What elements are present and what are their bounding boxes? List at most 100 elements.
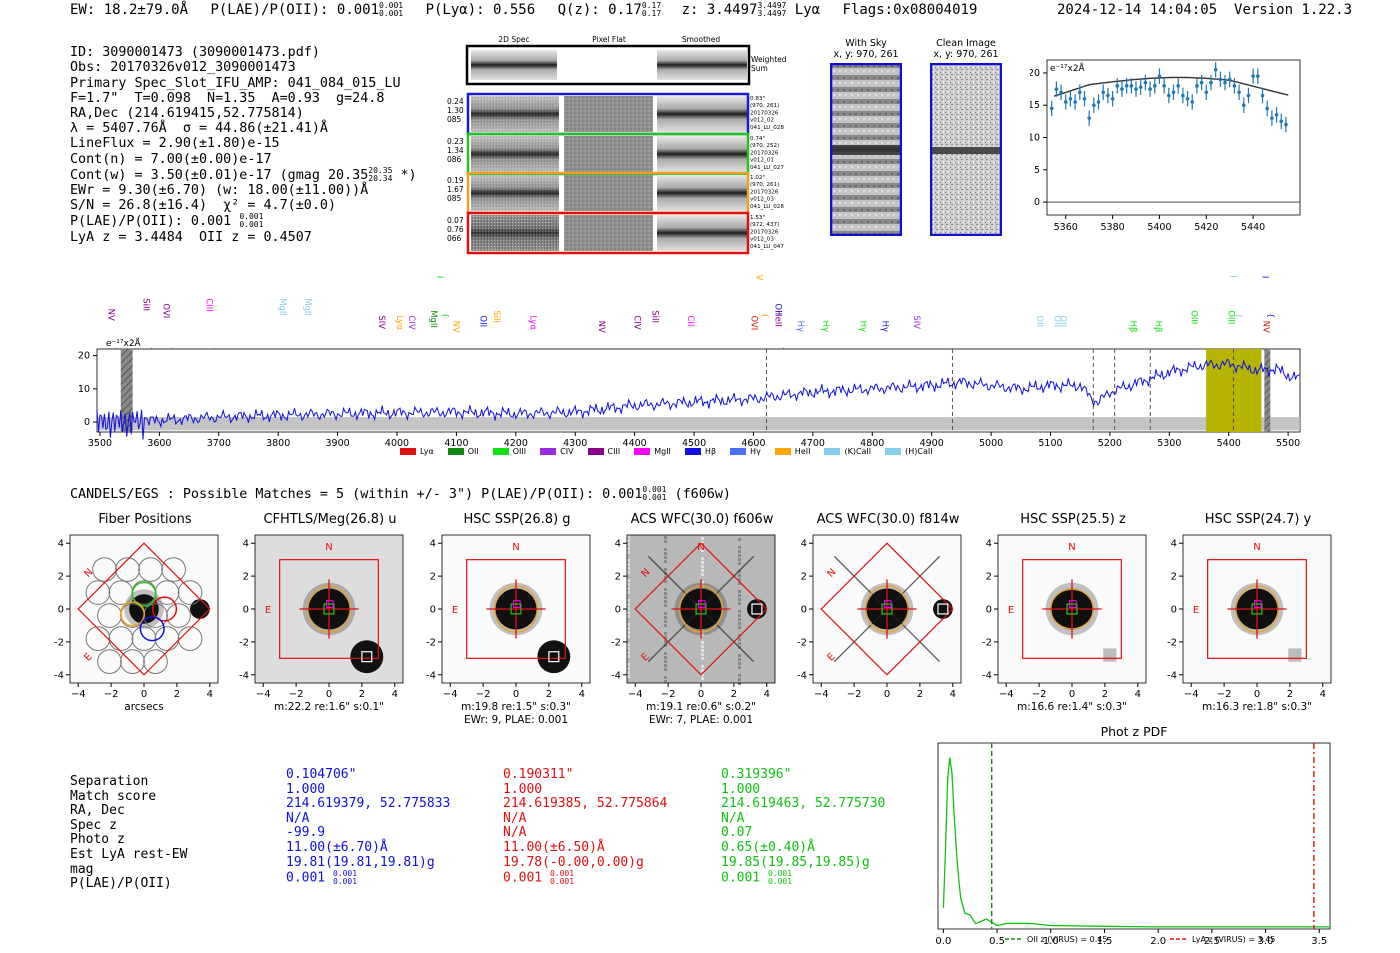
cutout-noise-pixel [664, 612, 667, 615]
zoom-data-point [1256, 74, 1260, 78]
full-line-marker-label: Lyα [528, 315, 538, 330]
info-plae-text: P(LAE)/P(OII): 0.001 [70, 214, 232, 230]
legend-item: HeII [774, 447, 810, 456]
cutout-noise-pixel [664, 656, 667, 659]
cutout-footprint [1022, 559, 1122, 659]
spec2d-row-right-label: v012_03 [750, 197, 774, 203]
spec2d-row-left-label: 066 [447, 234, 462, 243]
table-cell: N/A [503, 810, 527, 826]
full-line-marker-label: OII [1052, 315, 1062, 327]
cutout-noise-pixel [664, 536, 667, 539]
zoom-data-point [1218, 77, 1223, 82]
full-xtick-label: 5400 [1217, 438, 1241, 449]
fiber-circle [85, 626, 111, 651]
with-sky-image [830, 63, 902, 236]
zoom-data-point [1246, 93, 1251, 98]
header-bar: EW: 18.2±79.0Å P(LAE)/P(OII): 0.0010.001… [70, 1, 977, 19]
full-error-band [97, 417, 1300, 431]
fiber-highlight-red [151, 596, 178, 622]
legend-swatch [540, 448, 557, 455]
cutout-ytick-label: 0 [58, 605, 64, 616]
full-xtick-label: 5100 [1038, 438, 1062, 449]
legend-item: Lyα [400, 447, 434, 456]
zoom-data-point [1270, 116, 1274, 120]
spec2d-row-right-label: 0.83" [750, 96, 765, 102]
cutout-xtick-label: 2 [546, 689, 552, 700]
cutout-xtick-label: −2 [1032, 689, 1047, 700]
fiber-circle [97, 649, 122, 674]
zoom-ytick-label: 20 [1030, 68, 1040, 79]
legend-swatch [730, 448, 747, 455]
cutout-noise-pixel [738, 678, 741, 681]
cutout-image: N E 4 2 0 -2 -4 −4 −2 0 2 4 m:16.6 re:1.4" s:0.3" [982, 534, 1147, 713]
zoom-data-point [1195, 84, 1199, 88]
compass-n: N [1068, 542, 1075, 553]
spec2d-row-right-label: 041_LU_028 [750, 204, 784, 210]
zoom-data-point [1134, 87, 1138, 91]
cutout-caption: m:22.2 re:1.6" s:0.1" [274, 701, 384, 713]
cutout-noise-pixel [627, 587, 630, 590]
cutout-noise-pixel [738, 610, 741, 613]
table-cell: N/A [721, 810, 745, 826]
cutout-ytick-label: 2 [243, 572, 249, 583]
zoom-ytick-label: 15 [1030, 100, 1040, 111]
cutout-noise-pixel [738, 642, 741, 645]
info-contw-text: Cont(w) = 3.50(±0.01)e-17 (gmag 20.35 [70, 167, 369, 183]
table-cell: 11.00(±6.70)Å [286, 839, 388, 855]
cutout-xtick-label: 4 [1320, 689, 1326, 700]
compass-n: N [512, 542, 519, 553]
cutout-ytick-label: 2 [615, 572, 621, 583]
zoom-data-point [1241, 103, 1246, 108]
full-line-marker-label: SIV [911, 315, 921, 329]
cutout-noise-pixel [738, 582, 741, 585]
zoom-data-point [1274, 113, 1279, 117]
compass-n: N [1253, 542, 1260, 553]
cutout-noise-pixel [664, 568, 667, 571]
full-xtick-label: 4800 [860, 438, 884, 449]
cutout-neighbor-box [1307, 603, 1319, 615]
clean-image-xy: x, y: 970, 261 [933, 49, 999, 60]
legend-label: CIV [560, 447, 574, 456]
legend-swatch [492, 448, 509, 455]
cutout-noise-pixel [738, 638, 741, 641]
cutout-noise-pixel [664, 680, 667, 683]
header-qz-lo: 0.17 [641, 9, 662, 18]
cutout-xtick-label: 4 [207, 689, 213, 700]
table-cell-lo: 0.001 [332, 877, 358, 887]
cutout-noise-pixel [701, 569, 704, 572]
cutout-strip: Fiber Positions N E 4 2 0 -2 -4 −4 −2 0 2 4 arcsecs CF… [0, 512, 1400, 727]
cutout-noise-pixel [738, 614, 741, 617]
header-plae-hi: 0.001 [379, 1, 404, 10]
full-xtick-label: 5500 [1276, 438, 1300, 449]
cutout-ytick-label: 4 [243, 539, 249, 550]
full-spectrum-line [96, 358, 1301, 440]
cutout-caption: m:19.8 re:1.5" s:0.3" [461, 701, 571, 713]
cutout-caption: m:16.3 re:1.8" s:0.3" [1202, 701, 1312, 713]
photz-pdf-line [942, 757, 1330, 928]
cutout-noise-pixel [738, 554, 741, 557]
cutout-footprint [279, 559, 379, 659]
cutout-match-box [1254, 600, 1262, 608]
cutout-noise-pixel [701, 649, 704, 652]
spec2d-row-right-label: 20170326 [750, 229, 779, 235]
cutout-noise-pixel [664, 632, 667, 635]
zoom-data-point [1120, 87, 1124, 91]
cutout-ytick-label: -4 [611, 670, 621, 681]
cutout-ytick-label: -2 [426, 637, 436, 648]
spec2d-row-right-label: 041_LU_047 [750, 244, 784, 250]
cutout-noise-pixel [738, 626, 741, 629]
cutout-noise-pixel [701, 677, 704, 680]
legend-label: OIII [512, 447, 527, 456]
photz-xtick-label: 2.0 [1150, 936, 1166, 947]
cutout-noise-pixel [627, 539, 630, 542]
spec2d-row-left-label: 086 [447, 155, 462, 164]
full-line-marker-label: HeII [772, 310, 782, 327]
full-xtick-label: 4900 [920, 438, 944, 449]
spec2d-row-flat-image [564, 215, 653, 251]
cutout-ytick-label: -2 [239, 637, 249, 648]
photz-legend-label: OII z (VIRUS) = 0.45 [1027, 935, 1107, 944]
zoom-data-point [1063, 100, 1068, 104]
compass-e: E [452, 605, 458, 616]
full-line-marker-label: OII [1034, 315, 1044, 327]
